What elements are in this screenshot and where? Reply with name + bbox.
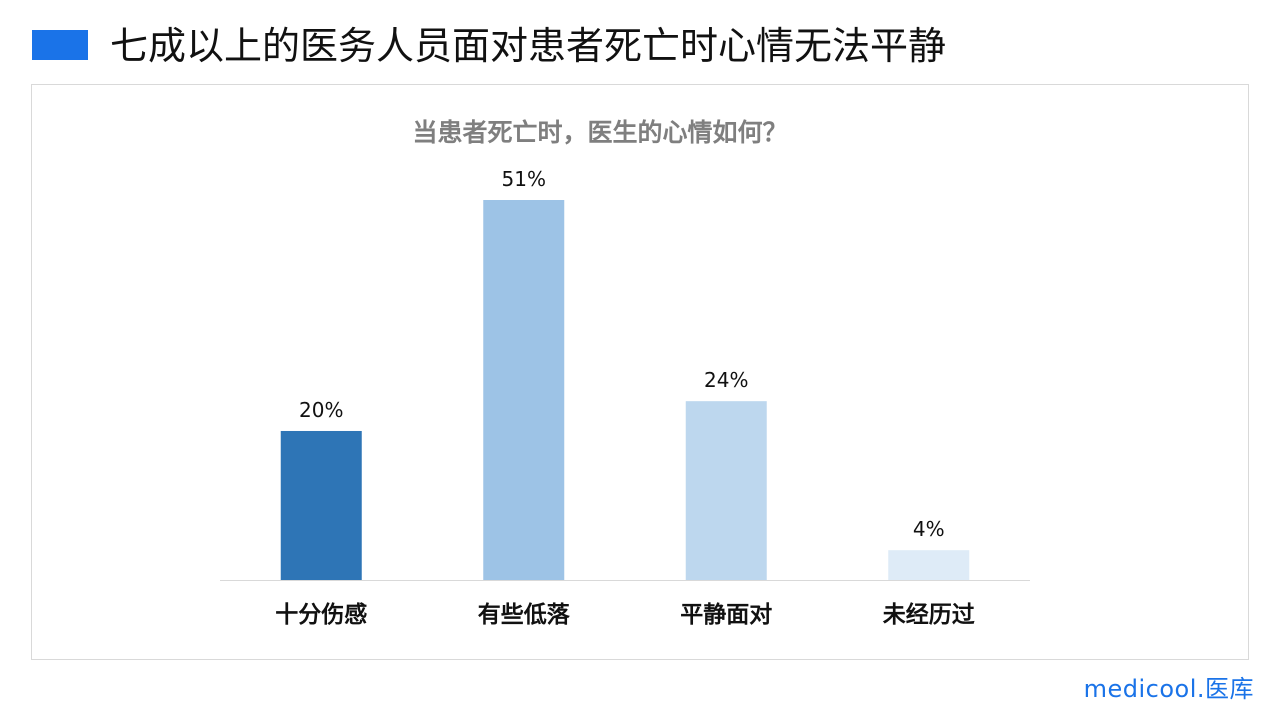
value-label-4: 4% [913, 517, 945, 541]
bar-3 [685, 401, 767, 580]
brand-logo: medicool.医库 [1083, 675, 1254, 703]
bar-4 [888, 550, 970, 580]
value-label-2: 51% [502, 167, 546, 191]
bar-1 [280, 430, 362, 580]
category-label-1: 十分伤感 [275, 601, 367, 628]
category-label-4: 未经历过 [883, 601, 975, 628]
chart-frame [31, 84, 1249, 660]
title-marker [32, 30, 88, 60]
page-title: 七成以上的医务人员面对患者死亡时心情无法平静 [110, 24, 947, 68]
chart-title: 当患者死亡时，医生的心情如何？ [412, 118, 788, 147]
category-label-2: 有些低落 [478, 601, 571, 628]
value-label-3: 24% [704, 368, 748, 392]
value-label-1: 20% [299, 398, 343, 422]
category-label-3: 平静面对 [680, 601, 772, 628]
bar-2 [483, 200, 565, 580]
